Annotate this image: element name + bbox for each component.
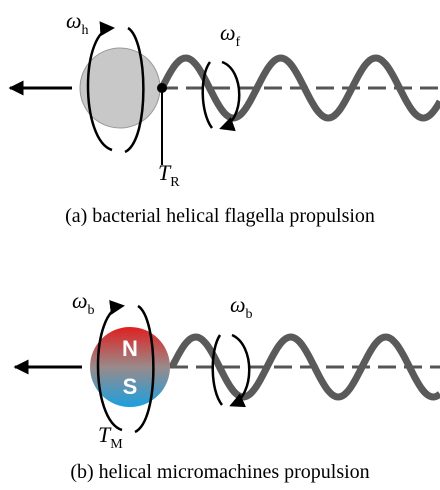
panel-b: N S ωb ωb TM (b) helical micromachines p… <box>15 288 440 483</box>
south-pole: S <box>123 374 138 399</box>
label: ωf <box>220 20 241 50</box>
label: TR <box>158 160 180 190</box>
caption: (a) bacterial helical flagella propulsio… <box>65 205 375 227</box>
north-pole: N <box>122 336 138 361</box>
label: ωh <box>66 8 89 38</box>
label: TM <box>98 422 123 452</box>
label: ωb <box>230 292 253 322</box>
diagram: ωh ωf TR (a) bacterial helical flagella … <box>0 0 440 490</box>
label: ωb <box>72 288 95 318</box>
panel-a: ωh ωf TR (a) bacterial helical flagella … <box>10 8 440 227</box>
caption: (b) helical micromachines propulsion <box>70 461 369 483</box>
